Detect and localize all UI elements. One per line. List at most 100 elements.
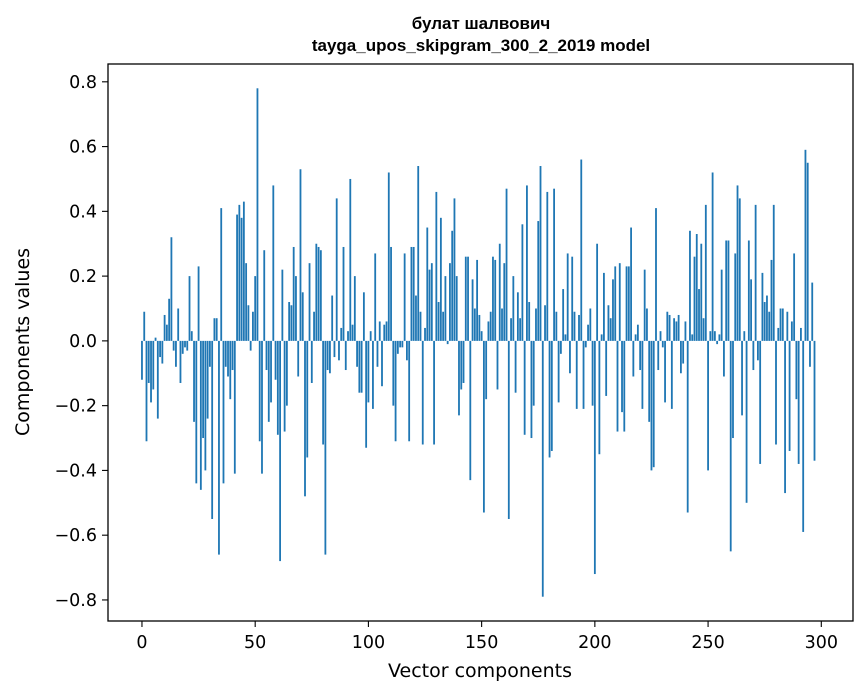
bar (419, 311, 422, 341)
bar (249, 340, 252, 351)
y-axis-ticks: −0.8 −0.6 −0.4 −0.2 0.0 0.2 0.4 0.6 0.8 (55, 73, 108, 611)
bar (526, 185, 528, 341)
bar (437, 302, 440, 341)
bar (537, 221, 540, 341)
bar (548, 340, 551, 458)
bar (732, 340, 734, 439)
bar (299, 169, 302, 341)
bar (172, 340, 175, 351)
bar (190, 331, 193, 341)
bar (557, 340, 560, 403)
bar (220, 208, 223, 341)
bar (428, 269, 431, 341)
bar (519, 318, 522, 341)
bar (288, 302, 291, 341)
x-tick-label: 150 (465, 633, 498, 653)
bar (197, 266, 200, 341)
bar (777, 327, 780, 341)
bar (154, 337, 157, 341)
y-tick-label: 0.0 (69, 332, 97, 352)
y-tick-label: 0.6 (69, 138, 97, 158)
bar (596, 243, 599, 341)
bar (487, 321, 490, 341)
bar (381, 340, 383, 387)
bar (498, 243, 501, 341)
bar (566, 253, 569, 341)
x-tick-label: 50 (244, 633, 266, 653)
bar (444, 276, 447, 341)
bar (310, 340, 313, 383)
bar (754, 204, 757, 341)
bar (145, 340, 148, 442)
bar (655, 208, 657, 341)
y-tick-label: −0.4 (55, 461, 98, 481)
bar (584, 340, 587, 348)
bar (507, 340, 510, 519)
bar (285, 340, 288, 406)
bar (675, 321, 678, 341)
bar (795, 340, 798, 400)
bar (143, 311, 146, 341)
bar (555, 311, 558, 341)
bar (433, 340, 435, 445)
bar (636, 324, 639, 341)
bar (342, 246, 345, 341)
bar (206, 340, 209, 419)
bar (593, 340, 596, 575)
bar (202, 340, 205, 439)
bar (623, 340, 626, 432)
bar (614, 266, 617, 341)
bar (752, 340, 755, 371)
bar (718, 334, 721, 341)
bar (727, 240, 730, 341)
bar (598, 340, 601, 455)
bar (224, 340, 227, 367)
bar (254, 276, 257, 341)
bar (546, 191, 549, 341)
bar (589, 308, 592, 341)
bar (292, 246, 295, 341)
bar (344, 340, 347, 371)
bar (641, 340, 644, 409)
bar (270, 340, 272, 403)
bar (326, 340, 329, 371)
chart-subtitle: tayga_upos_skipgram_300_2_2019 model (312, 36, 650, 55)
bar (496, 340, 499, 390)
bar (578, 314, 580, 341)
bar (625, 266, 628, 341)
bar (709, 331, 712, 341)
bar (199, 340, 202, 490)
bar (716, 340, 719, 345)
bar (523, 340, 526, 435)
bar (521, 224, 524, 341)
bar (646, 308, 648, 341)
bar (505, 188, 508, 341)
bar (544, 305, 546, 341)
bar (788, 340, 791, 451)
bar (510, 318, 512, 341)
bar (360, 340, 363, 393)
bar (396, 340, 399, 354)
bar (786, 311, 789, 341)
bar (813, 340, 816, 461)
bar (781, 308, 784, 341)
bar (471, 279, 474, 341)
bar (485, 340, 488, 400)
bar (163, 314, 166, 341)
bar (426, 227, 429, 341)
bar (374, 253, 377, 341)
bar (571, 256, 574, 341)
bar (306, 340, 309, 458)
bar (211, 340, 214, 519)
bar (668, 314, 671, 341)
bar (297, 340, 300, 377)
bar (682, 340, 685, 364)
bar (353, 276, 356, 341)
bar (768, 311, 771, 341)
bar (161, 340, 164, 364)
bar (372, 340, 374, 409)
bar (233, 340, 236, 474)
bar (362, 292, 365, 341)
bar (313, 311, 315, 341)
